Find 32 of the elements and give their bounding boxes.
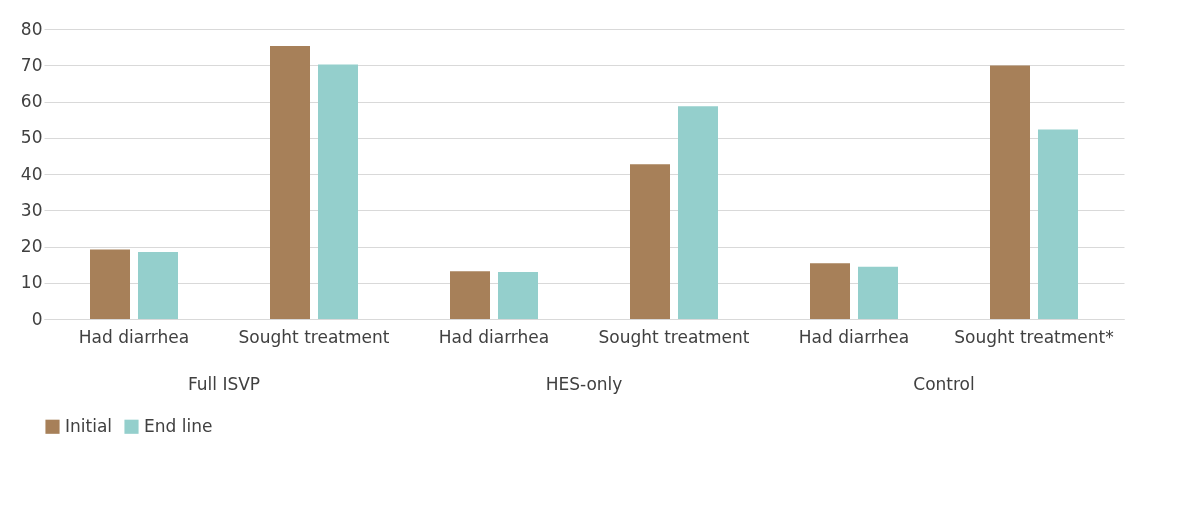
bar xyxy=(810,263,850,319)
x-tick-label: Sought treatment* xyxy=(954,326,1114,347)
text: HES-only xyxy=(545,374,623,394)
y-tick-label: 70 xyxy=(20,54,43,75)
bar xyxy=(450,271,490,319)
bar xyxy=(678,106,718,319)
bar xyxy=(270,46,310,319)
x-tick-label: Sought treatment xyxy=(598,326,750,347)
x-tick-label: Had diarrhea xyxy=(798,326,910,347)
y-tick-label: 30 xyxy=(20,199,43,220)
y-tick-label: 20 xyxy=(20,236,43,256)
x-tick-label: Had diarrhea xyxy=(438,326,550,347)
y-tick-label: 60 xyxy=(20,91,43,111)
x-tick-label: Had diarrhea xyxy=(78,326,190,347)
y-tick-label: 50 xyxy=(20,127,43,148)
bar xyxy=(90,249,130,319)
text: Full ISVP xyxy=(187,374,261,394)
y-tick-label: 40 xyxy=(20,163,43,184)
y-tick-label: 0 xyxy=(31,308,43,329)
bar xyxy=(990,65,1030,319)
bar xyxy=(138,251,178,319)
bar xyxy=(498,271,538,319)
legend-label: End line xyxy=(144,415,213,436)
bar xyxy=(630,164,670,319)
bar xyxy=(318,64,358,319)
x-tick-label: Sought treatment xyxy=(238,326,390,347)
bar xyxy=(858,266,898,319)
y-tick-label: 10 xyxy=(20,272,43,293)
text: Control xyxy=(913,374,975,394)
y-tick-label: 80 xyxy=(20,18,43,39)
legend-label: Initial xyxy=(65,415,113,436)
bar xyxy=(1038,129,1078,319)
